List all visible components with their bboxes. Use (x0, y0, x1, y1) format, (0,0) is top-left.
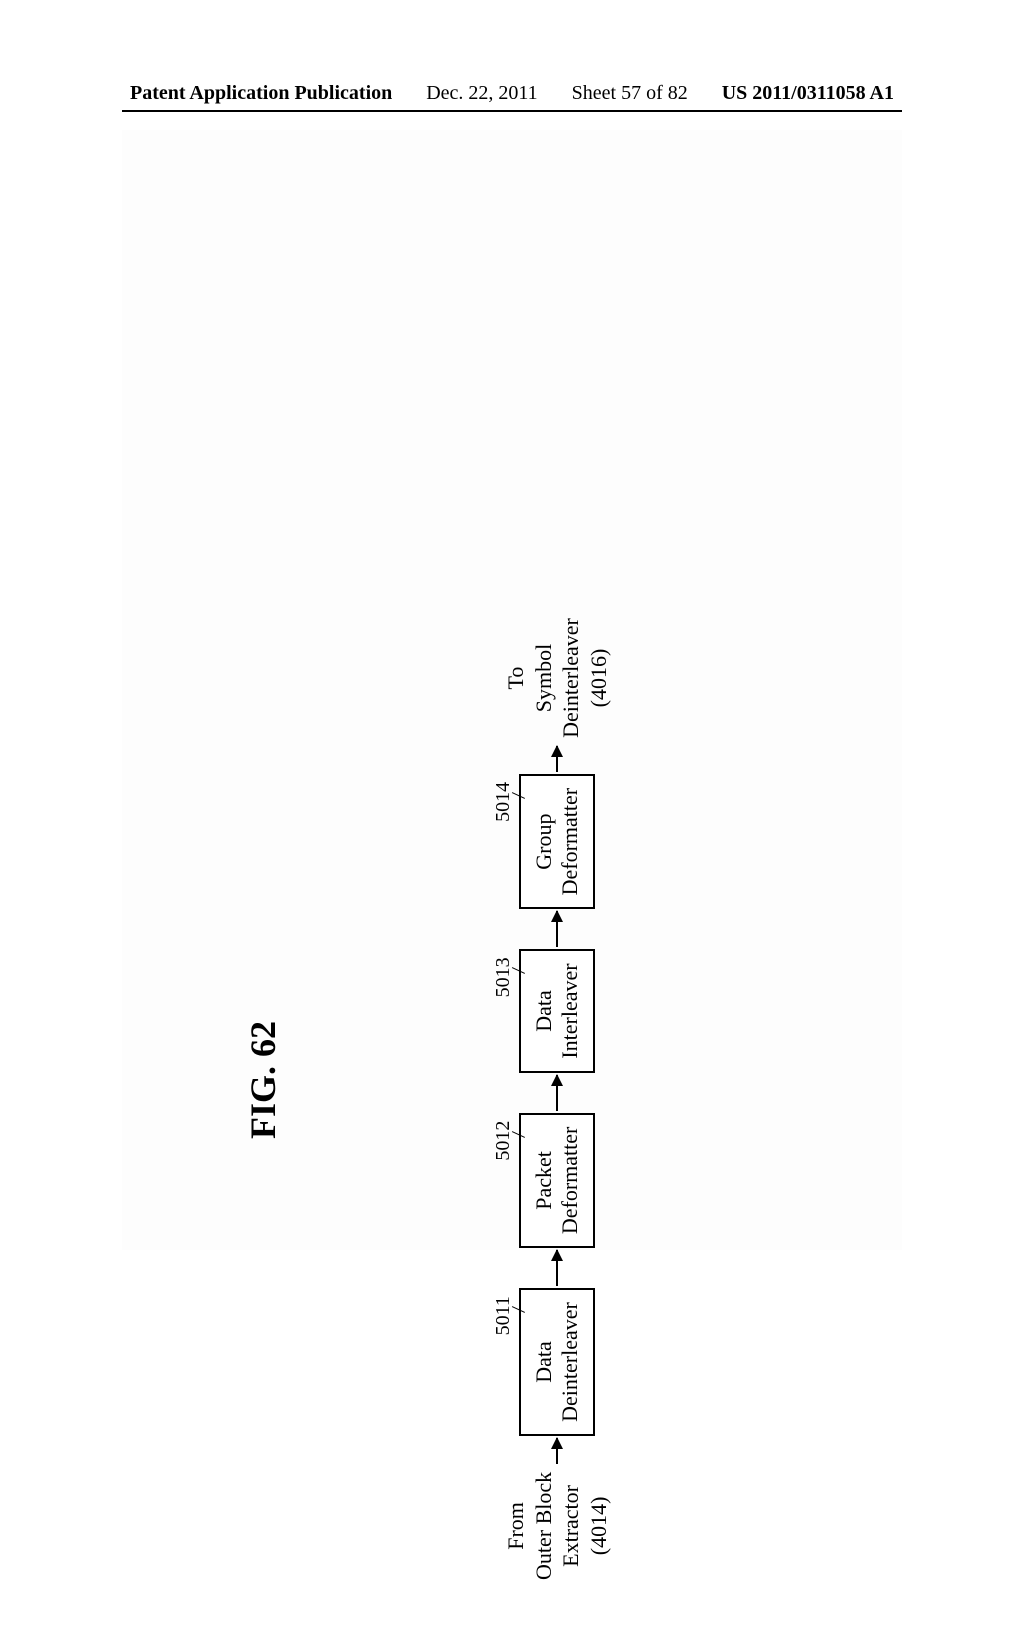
block-ref: 5014 (491, 782, 515, 822)
figure-area: FIG. 62 FromOuter BlockExtractor(4014) 5… (122, 130, 902, 1250)
publication-number: US 2011/0311058 A1 (722, 82, 894, 105)
block-label: DataInterleaver (531, 963, 582, 1058)
block-ref: 5012 (491, 1121, 515, 1161)
figure-title: FIG. 62 (242, 520, 284, 1640)
arrow-icon (556, 1438, 558, 1464)
block-ref: 5013 (491, 957, 515, 997)
publication-label: Patent Application Publication (130, 82, 392, 105)
publication-date: Dec. 22, 2011 (426, 82, 537, 105)
header-rule (122, 110, 902, 112)
arrow-icon (556, 1075, 558, 1111)
block-label: GroupDeformatter (531, 788, 582, 896)
flow-output-label: ToSymbolDeinterleaver(4016) (502, 618, 612, 738)
block-group-deformatter: 5014 GroupDeformatter (519, 774, 596, 910)
arrow-icon (556, 746, 558, 772)
block-data-interleaver: 5013 DataInterleaver (519, 949, 596, 1072)
block-label: DataDeinterleaver (531, 1302, 582, 1422)
block-data-deinterleaver: 5011 DataDeinterleaver (519, 1288, 596, 1436)
block-packet-deformatter: 5012 PacketDeformatter (519, 1113, 596, 1249)
block-diagram-flow: FromOuter BlockExtractor(4014) 5011 Data… (502, 580, 612, 1580)
block-ref: 5011 (491, 1296, 515, 1335)
arrow-icon (556, 911, 558, 947)
figure-rotated-container: FIG. 62 FromOuter BlockExtractor(4014) 5… (122, 520, 902, 1640)
page-header: Patent Application Publication Dec. 22, … (0, 82, 1024, 105)
flow-input-label: FromOuter BlockExtractor(4014) (502, 1472, 612, 1580)
block-label: PacketDeformatter (531, 1127, 582, 1235)
arrow-icon (556, 1250, 558, 1286)
sheet-number: Sheet 57 of 82 (572, 82, 688, 105)
